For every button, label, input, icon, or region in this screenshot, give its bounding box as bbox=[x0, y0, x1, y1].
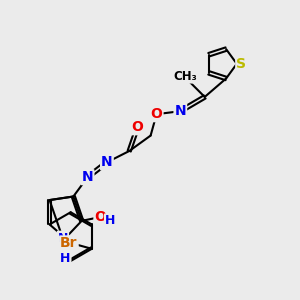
Text: O: O bbox=[94, 210, 106, 224]
Text: O: O bbox=[151, 107, 163, 121]
Text: N: N bbox=[58, 232, 68, 244]
Text: N: N bbox=[175, 104, 186, 118]
Text: Br: Br bbox=[60, 236, 78, 250]
Text: N: N bbox=[82, 170, 93, 184]
Text: CH₃: CH₃ bbox=[173, 70, 197, 83]
Text: N: N bbox=[101, 155, 113, 169]
Text: O: O bbox=[131, 120, 143, 134]
Text: S: S bbox=[236, 57, 246, 71]
Text: H: H bbox=[105, 214, 116, 227]
Text: H: H bbox=[60, 251, 70, 265]
